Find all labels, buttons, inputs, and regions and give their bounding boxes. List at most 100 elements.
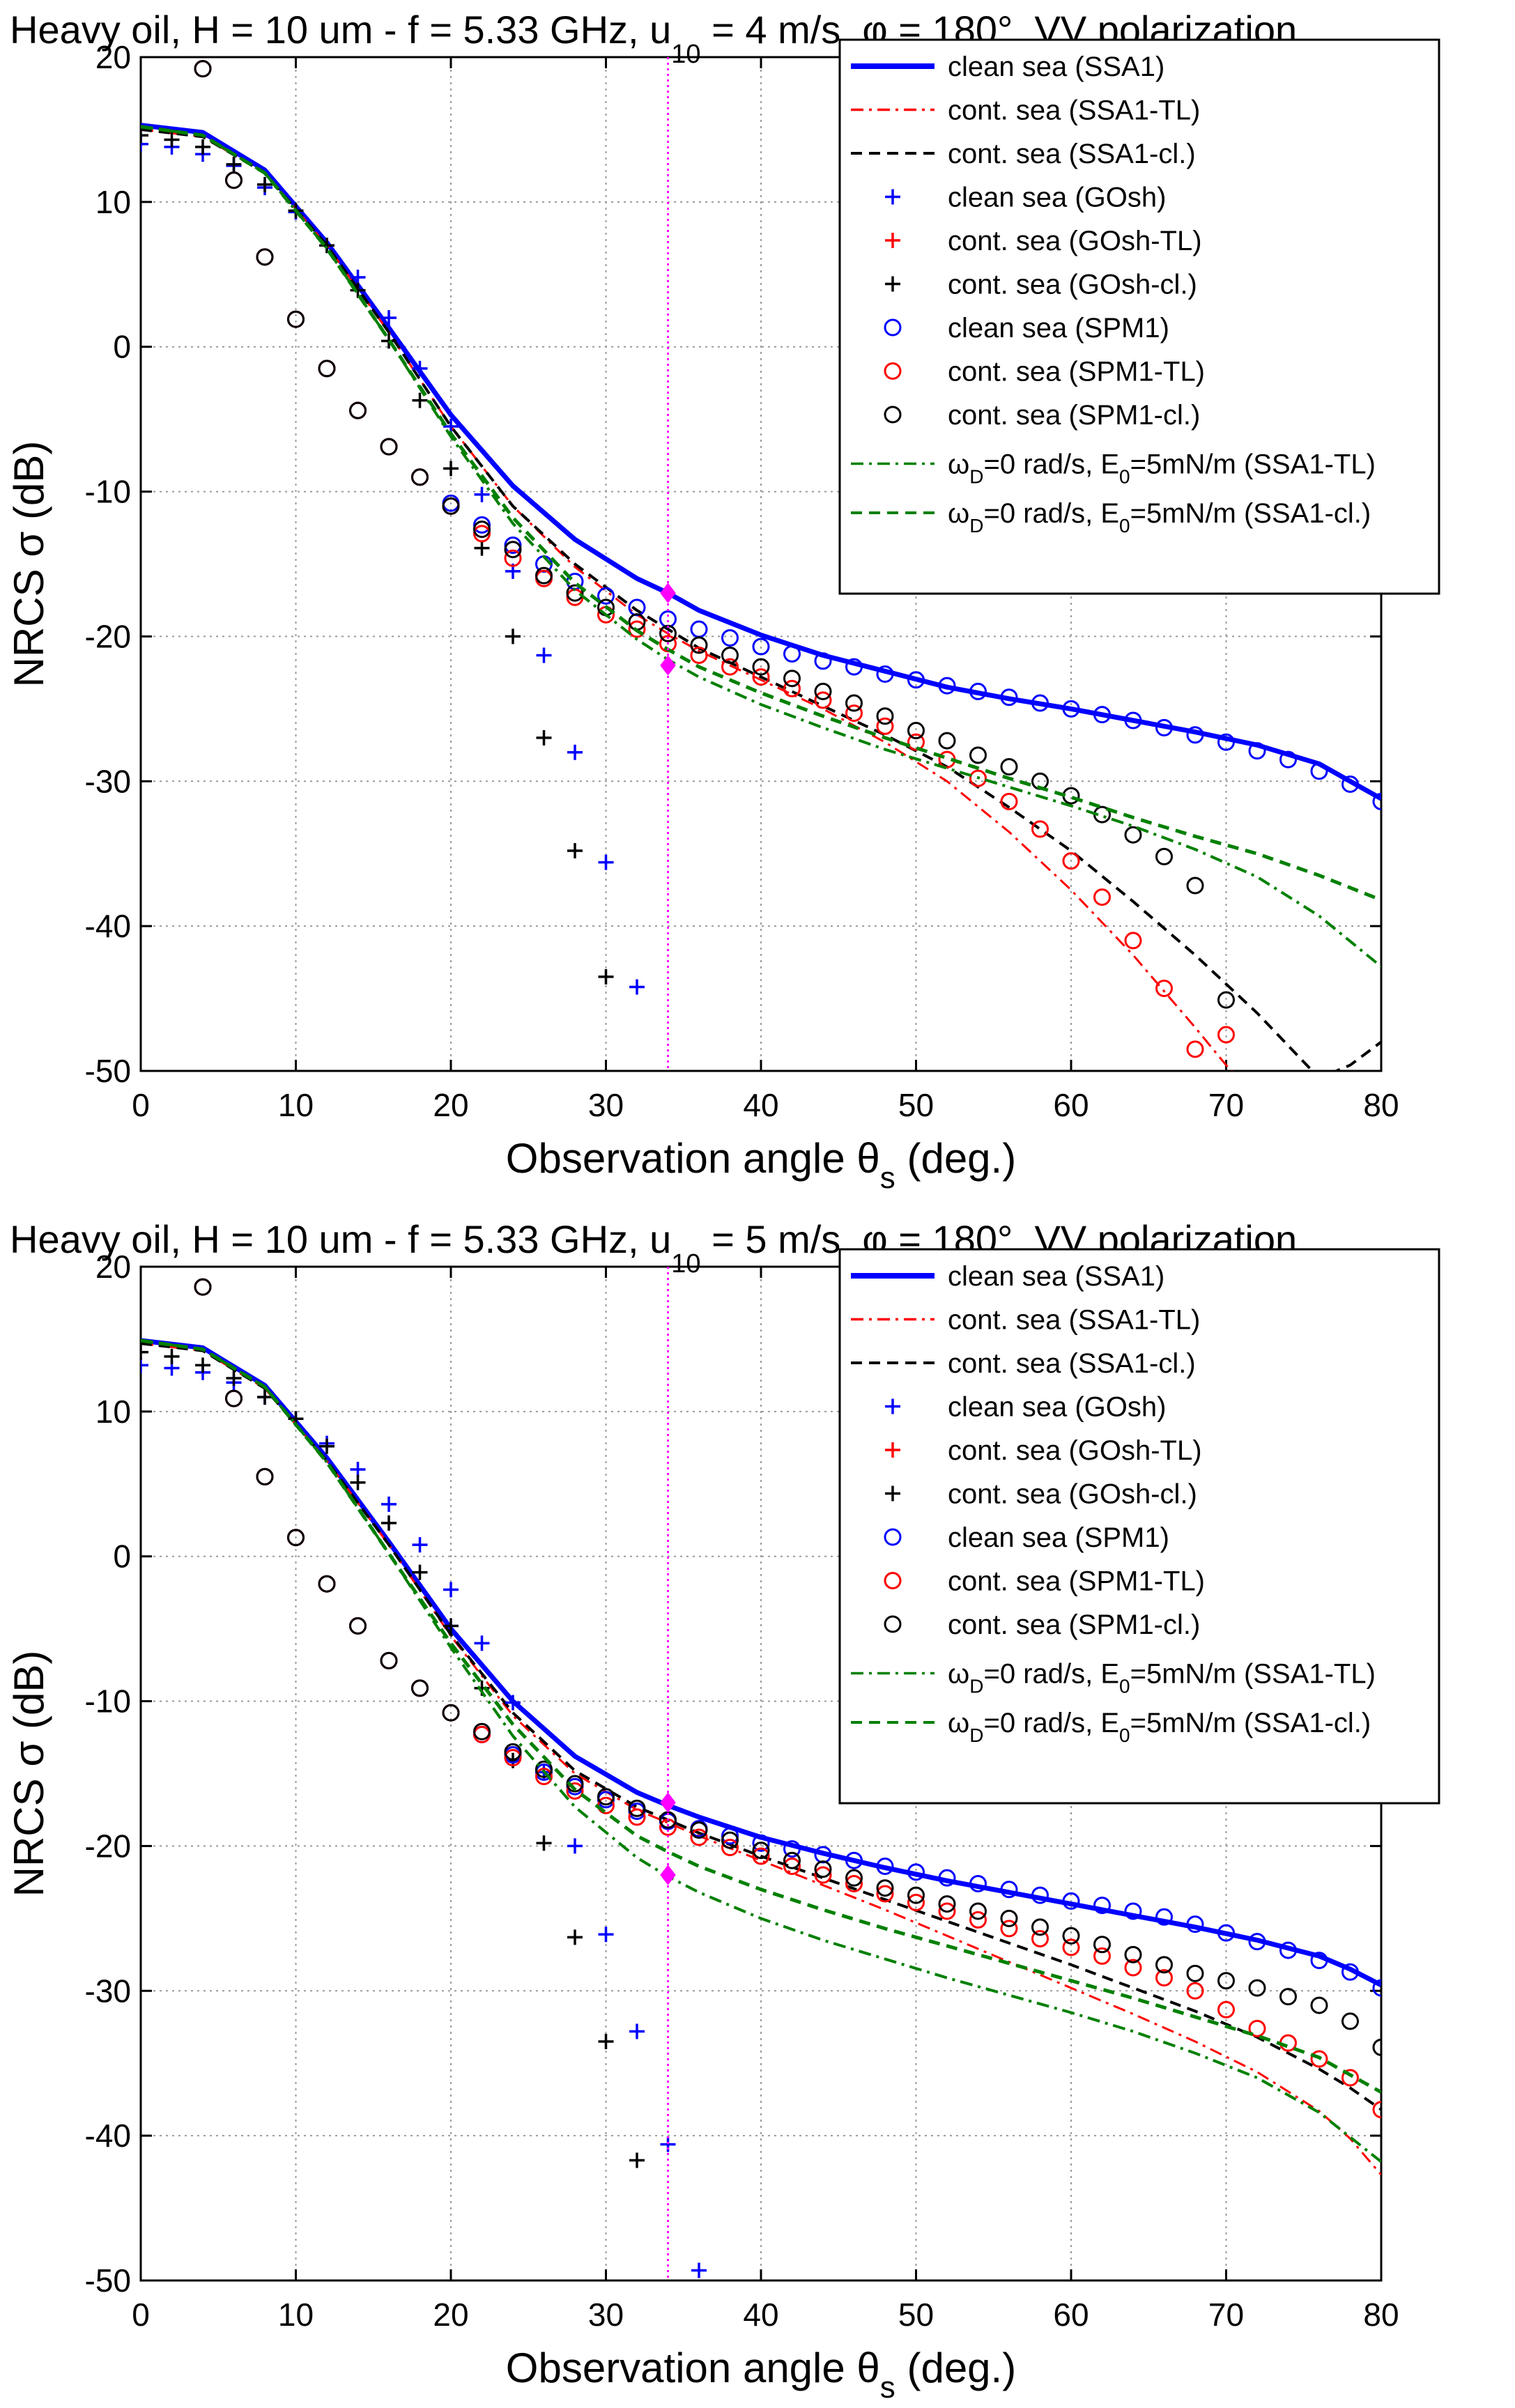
y-tick-label: 10 — [95, 1394, 131, 1430]
data-point-circle — [1372, 2101, 1381, 2119]
y-tick-label: -40 — [85, 908, 131, 944]
data-point-plus — [536, 1835, 552, 1851]
x-tick-label: 60 — [1053, 2297, 1089, 2333]
y-tick-label: -50 — [85, 1053, 131, 1089]
legend-label: cont. sea (GOsh-TL) — [948, 1435, 1202, 1466]
legend-label: cont. sea (SPM1-cl.) — [948, 1610, 1200, 1640]
data-point-circle — [504, 541, 522, 559]
legend-label: cont. sea (SPM1-cl.) — [948, 400, 1200, 431]
series-line — [141, 125, 1381, 968]
data-point-circle — [1186, 1982, 1204, 2000]
data-point-circle — [1155, 980, 1173, 998]
x-axis-label: Observation angle θs (deg.) — [506, 2345, 1016, 2405]
data-point-circle — [1310, 2050, 1328, 2068]
data-point-circle — [1062, 1938, 1080, 1957]
x-tick-label: 0 — [132, 1087, 150, 1123]
data-point-circle — [1062, 1927, 1080, 1945]
data-point-plus — [629, 2023, 645, 2039]
data-point-circle — [442, 1704, 460, 1722]
legend-label: ωD=0 rad/s, E0=5mN/m (SSA1-cl.) — [948, 498, 1371, 537]
series-8 — [141, 1339, 1381, 2163]
y-tick-label: 0 — [113, 329, 131, 365]
data-point-circle — [535, 1768, 553, 1786]
data-point-circle — [380, 1651, 398, 1669]
x-tick-label: 80 — [1363, 1087, 1399, 1123]
data-point-circle — [628, 620, 646, 638]
data-point-circle — [752, 638, 770, 656]
data-point-circle — [442, 497, 460, 515]
legend-swatch-plus — [885, 1442, 900, 1458]
series-0 — [141, 123, 1381, 801]
data-point-circle — [1093, 1947, 1111, 1965]
legend-swatch-circle — [884, 1572, 902, 1589]
data-point-circle — [907, 722, 925, 740]
legend-box — [838, 1248, 1440, 1805]
data-point-circle — [1031, 1886, 1049, 1904]
data-point-circle — [504, 1749, 522, 1767]
data-point-circle — [907, 1893, 925, 1911]
data-point-circle — [411, 468, 429, 486]
data-point-circle — [1000, 758, 1018, 775]
data-point-circle — [1031, 1929, 1049, 1947]
legend-label: cont. sea (SSA1-TL) — [948, 95, 1200, 126]
data-point-circle — [1155, 847, 1173, 865]
data-point-circle — [256, 248, 274, 266]
y-axis-label: NRCS σ (dB) — [6, 441, 52, 688]
data-point-circle — [876, 707, 894, 725]
legend-swatch-circle — [884, 318, 902, 337]
data-point-circle — [783, 645, 801, 663]
data-point-circle — [1279, 1988, 1297, 2006]
data-point-circle — [1217, 1924, 1235, 1942]
data-point-circle — [721, 646, 739, 664]
data-point-circle — [1000, 688, 1018, 707]
data-point-plus — [691, 2262, 707, 2278]
x-tick-label: 80 — [1363, 2297, 1399, 2333]
data-point-circle — [1000, 1920, 1018, 1938]
series-5 — [194, 60, 1381, 810]
data-point-circle — [752, 668, 770, 686]
data-point-plus — [141, 1357, 148, 1373]
data-point-circle — [814, 1860, 832, 1878]
data-point-circle — [1341, 2069, 1359, 2087]
data-point-plus — [226, 1371, 242, 1387]
reference-diamond-marker — [660, 655, 676, 676]
data-point-circle — [1341, 775, 1359, 793]
data-point-circle — [1155, 1908, 1173, 1926]
data-point-circle — [1186, 1915, 1204, 1934]
data-point-circle — [721, 658, 739, 676]
data-point-plus — [598, 854, 614, 870]
data-point-circle — [473, 516, 491, 534]
data-point-circle — [845, 1874, 863, 1892]
series-1 — [141, 128, 1233, 1071]
data-point-circle — [876, 1885, 894, 1903]
data-point-circle — [1155, 1969, 1173, 1987]
data-point-circle — [1000, 1909, 1018, 1927]
data-point-circle — [380, 438, 398, 456]
series-8 — [141, 125, 1381, 968]
series-line — [141, 123, 1381, 801]
data-point-circle — [938, 677, 956, 695]
data-point-plus — [629, 979, 645, 995]
data-point-circle — [1341, 2012, 1359, 2030]
data-point-circle — [535, 566, 553, 585]
data-point-plus — [443, 1582, 459, 1598]
x-tick-label: 0 — [132, 2297, 150, 2333]
data-point-circle — [349, 401, 367, 419]
data-point-circle — [752, 658, 770, 676]
legend-label: cont. sea (SSA1-cl.) — [948, 139, 1196, 169]
data-point-circle — [504, 536, 522, 554]
data-point-circle — [907, 1886, 925, 1904]
legend-label: cont. sea (SPM1-TL) — [948, 357, 1205, 387]
data-point-circle — [938, 1902, 956, 1920]
data-point-circle — [814, 652, 832, 670]
data-point-circle — [1186, 726, 1204, 744]
data-point-circle — [1124, 1902, 1142, 1920]
data-point-plus — [412, 1564, 428, 1580]
data-point-plus — [195, 139, 210, 155]
legend-swatch-circle — [884, 1615, 902, 1633]
data-point-circle — [1124, 711, 1142, 730]
data-point-circle — [1279, 1941, 1297, 1959]
data-point-circle — [256, 1467, 274, 1485]
data-point-plus — [319, 1438, 334, 1454]
data-point-circle — [938, 732, 956, 750]
